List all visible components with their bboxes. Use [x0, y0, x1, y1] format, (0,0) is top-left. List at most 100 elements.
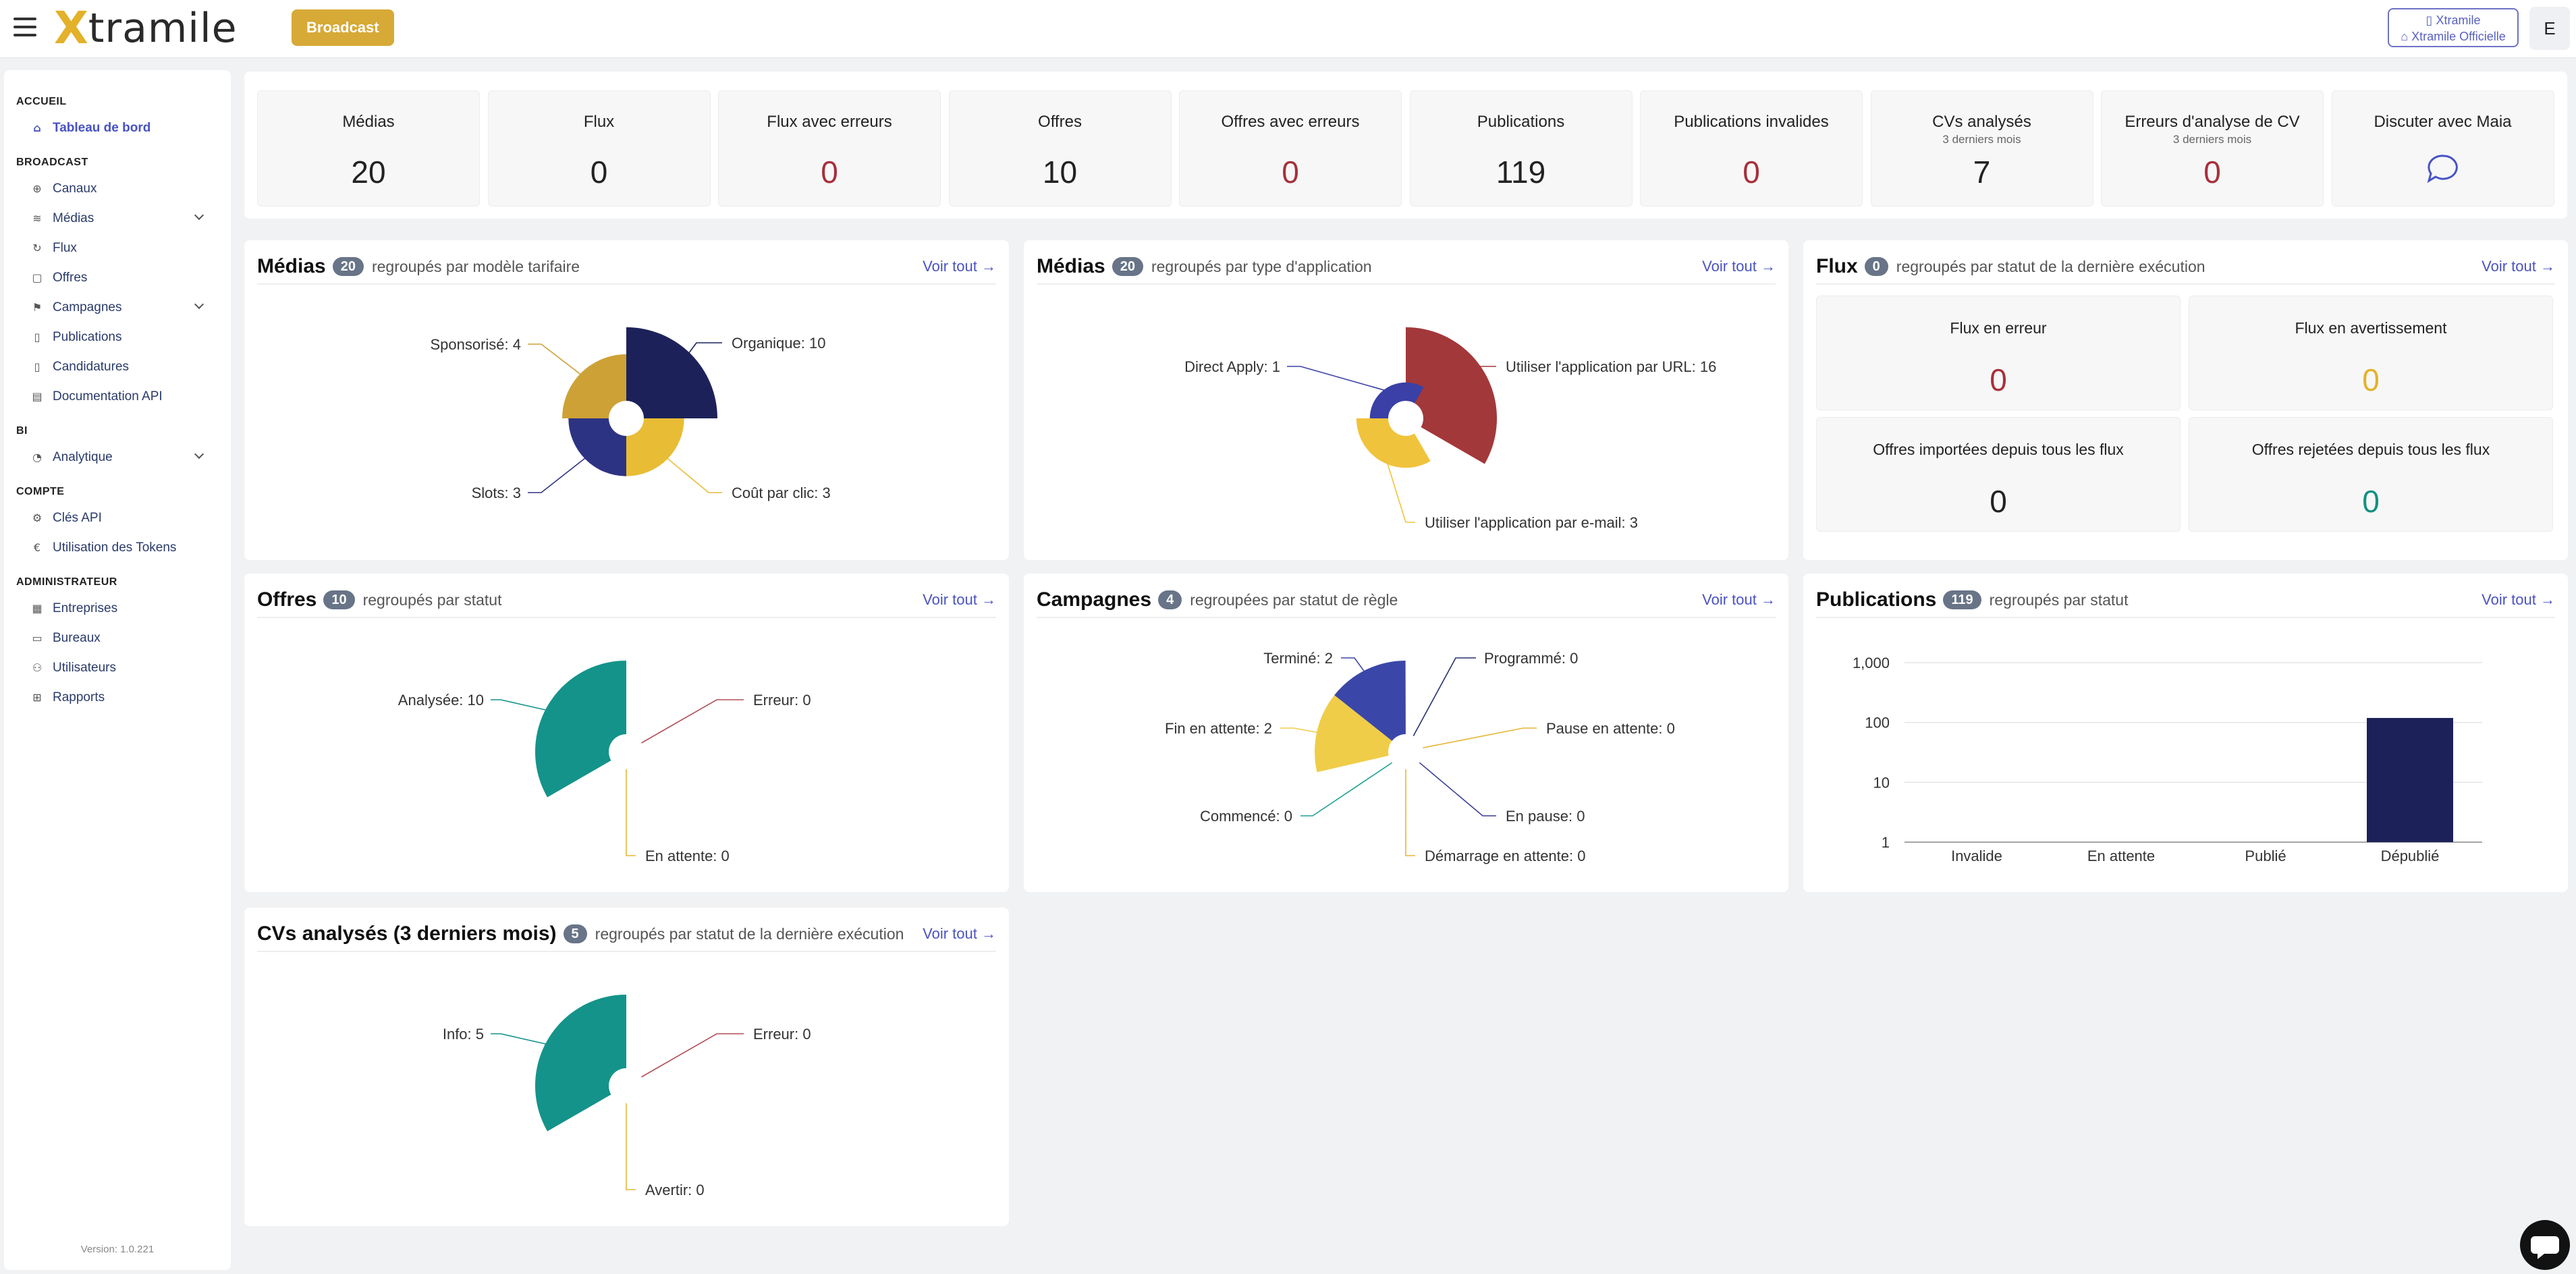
slice-label: Terminé: 2 [1263, 650, 1333, 667]
card-header: CVs analysés (3 derniers mois) 5 regroup… [257, 917, 996, 952]
arrow-right-icon: → [1761, 258, 1776, 275]
pie-center [610, 1070, 642, 1102]
pie-slice[interactable] [1406, 327, 1497, 464]
sidebar-item-tableau-de-bord[interactable]: ⌂ Tableau de bord [4, 113, 231, 143]
sidebar-item-flux[interactable]: ↻ Flux [4, 233, 231, 263]
sidebar-item-label: Candidatures [53, 360, 130, 374]
slice-label: Erreur: 0 [753, 692, 811, 709]
leader-line [1384, 454, 1415, 523]
menu-icon[interactable] [13, 18, 36, 38]
sidebar-item-offres[interactable]: ▢ Offres [4, 263, 231, 293]
leader-line [491, 1033, 559, 1048]
slice-label: Démarrage en attente: 0 [1425, 848, 1585, 864]
sidebar-item-label: Flux [53, 241, 77, 255]
arrow-right-icon: → [2540, 258, 2555, 275]
card-title: Médias [257, 255, 326, 277]
stat-card[interactable]: Discuter avec Maia [2331, 90, 2554, 206]
stat-card[interactable]: Offres 10 [948, 90, 1172, 206]
stat-card[interactable]: Publications invalides 0 [1640, 90, 1863, 206]
chat-bubble-path [2427, 155, 2458, 184]
organization-switcher[interactable]: ▯ Xtramile ⌂ Xtramile Officielle [2388, 8, 2519, 47]
slice-label: Info: 5 [443, 1026, 484, 1043]
chat-support-button[interactable] [2520, 1220, 2570, 1270]
sidebar-item-publications[interactable]: ▯ Publications [4, 323, 231, 352]
sidebar-item-analytique[interactable]: ◔ Analytique [4, 443, 231, 472]
chevron-down-icon[interactable] [194, 449, 204, 460]
campagnes-chart: Programmé: 0 Pause en attente: 0 En pause:… [1165, 650, 1675, 864]
stat-card[interactable]: Publications 119 [1409, 90, 1633, 206]
chat-bubble-icon[interactable] [2423, 150, 2464, 191]
pie-slice[interactable] [1369, 382, 1424, 418]
sidebar-item-cl-s-api[interactable]: ⚙ Clés API [4, 503, 231, 533]
sidebar-item-utilisation-des-tokens[interactable]: € Utilisation des Tokens [4, 533, 231, 563]
view-all-link[interactable]: Voir tout → [1702, 258, 1776, 275]
slice-label: Pause en attente: 0 [1546, 720, 1675, 737]
sidebar-item-label: Analytique [53, 450, 113, 464]
slice-label: Erreur: 0 [753, 1026, 811, 1043]
view-all-link[interactable]: Voir tout → [923, 925, 996, 943]
sidebar-section-title: ACCUEIL [16, 96, 67, 107]
stat-card[interactable]: Flux 0 [487, 90, 711, 206]
sidebar-item-rapports[interactable]: ⊞ Rapports [4, 683, 231, 713]
leader-line [626, 769, 636, 856]
stat-card[interactable]: Erreurs d'analyse de CV 3 derniers mois 0 [2101, 90, 2324, 206]
stat-card[interactable]: Flux avec erreurs 0 [718, 90, 941, 206]
sidebar-item-candidatures[interactable]: ▯ Candidatures [4, 352, 231, 382]
wifi-icon: ≋ [32, 212, 42, 225]
slice-label: En pause: 0 [1506, 808, 1585, 825]
pie-slice[interactable] [626, 418, 684, 476]
pie-slice[interactable] [1356, 418, 1431, 468]
sidebar-item-canaux[interactable]: ⊕ Canaux [4, 174, 231, 204]
view-all-link[interactable]: Voir tout → [923, 591, 996, 609]
stat-value: 7 [1973, 155, 1991, 190]
pie-center [610, 736, 642, 768]
stat-label: Flux avec erreurs [767, 113, 892, 131]
chevron-down-icon[interactable] [194, 299, 204, 310]
chart-icon: ◔ [32, 451, 42, 464]
x-tick-label: En attente [2087, 848, 2155, 864]
stat-value: 10 [1042, 155, 1078, 190]
view-all-link[interactable]: Voir tout → [2482, 591, 2555, 609]
card-header: Médias 20 regroupés par modèle tarifaire… [257, 250, 996, 285]
pie-slice[interactable] [626, 327, 717, 418]
sidebar-item-m-dias[interactable]: ≋ Médias [4, 204, 231, 233]
view-all-link[interactable]: Voir tout → [1702, 591, 1776, 609]
pie-slice[interactable] [562, 354, 626, 418]
card-title: Campagnes [1037, 588, 1152, 611]
stat-card[interactable]: Médias 20 [257, 90, 480, 206]
leader-line [491, 699, 559, 714]
stat-card[interactable]: Offres avec erreurs 0 [1179, 90, 1402, 206]
arrow-right-icon: → [2540, 591, 2555, 608]
card-subtitle: regroupés par statut de la dernière exéc… [595, 924, 904, 943]
flux-tile[interactable]: Offres rejetées depuis tous les flux 0 [2189, 417, 2553, 532]
tile-label: Offres rejetées depuis tous les flux [2251, 441, 2490, 458]
sidebar-item-utilisateurs[interactable]: ⚇ Utilisateurs [4, 653, 231, 683]
sidebar-item-bureaux[interactable]: ▭ Bureaux [4, 624, 231, 653]
sidebar-item-campagnes[interactable]: ⚑ Campagnes [4, 293, 231, 323]
view-all-label: Voir tout [923, 925, 977, 942]
pie-slice[interactable] [568, 418, 626, 476]
chevron-down-icon[interactable] [194, 210, 204, 221]
broadcast-button[interactable]: Broadcast [292, 9, 394, 46]
flux-tile[interactable]: Offres importées depuis tous les flux 0 [1816, 417, 2181, 532]
pie-slice[interactable] [535, 995, 626, 1132]
flux-tile[interactable]: Flux en avertissement 0 [2189, 296, 2553, 410]
pie-slice[interactable] [535, 661, 626, 798]
sidebar-item-documentation-api[interactable]: ▤ Documentation API [4, 382, 231, 412]
stat-card[interactable]: CVs analysés 3 derniers mois 7 [1870, 90, 2093, 206]
avatar[interactable]: E [2529, 7, 2570, 50]
pie-slice[interactable] [1334, 661, 1406, 741]
bar[interactable] [2367, 717, 2453, 842]
sidebar-item-label: Offres [53, 271, 88, 285]
y-tick-label: 1,000 [1853, 655, 1890, 671]
leader-line [1300, 762, 1393, 816]
sidebar-item-entreprises[interactable]: ▦ Entreprises [4, 594, 231, 624]
leader-line [1287, 366, 1391, 393]
slice-label: Coût par clic: 3 [732, 484, 831, 501]
view-all-link[interactable]: Voir tout → [923, 258, 996, 275]
pie-slice[interactable] [1315, 695, 1392, 773]
card-header: Offres 10 regroupés par statut Voir tout… [257, 583, 996, 618]
view-all-link[interactable]: Voir tout → [2482, 258, 2555, 275]
flux-tile[interactable]: Flux en erreur 0 [1816, 296, 2181, 410]
